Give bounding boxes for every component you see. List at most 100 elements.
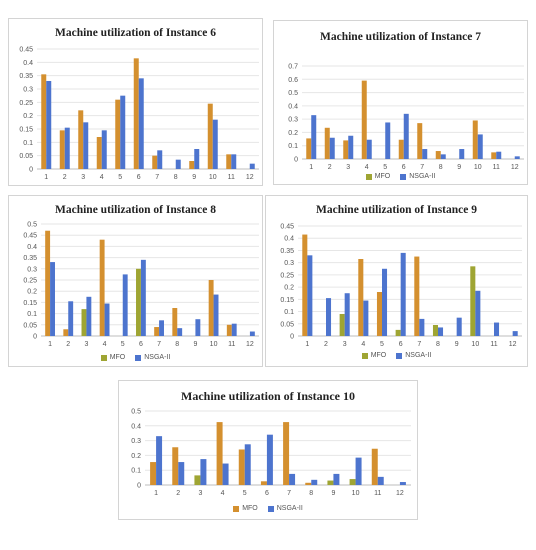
bar-nsga-ii [175,159,181,169]
bar-mfo [154,327,160,336]
bar-nsga-ii [333,473,340,485]
x-tick-label: 12 [511,164,519,171]
bar-nsga-ii [496,151,502,159]
x-tick-label: 12 [246,174,254,181]
bar-nsga-ii [440,154,446,159]
bar-mfo [491,152,497,159]
bar-nsga-ii [249,163,255,169]
bar-mfo [99,239,105,336]
bar-nsga-ii [222,463,229,485]
bar-mfo [398,139,404,159]
legend-label: NSGA-II [409,173,436,180]
chart-plot: 00.050.10.150.20.250.30.350.40.450.51 2 3 4… [23,222,259,348]
y-tick-label: 0.3 [284,260,294,267]
bar-mfo [349,479,356,485]
x-tick-label: 11 [493,164,500,171]
x-tick-label: 10 [352,490,360,497]
x-tick-label: 9 [193,341,197,348]
legend-swatch-mfo [100,354,107,361]
bar-nsga-ii [101,130,107,169]
bar-mfo [136,268,141,336]
chart-plot: 00.10.20.30.40.50.60.71 2 3 4 5 6 7 8 9 10 11 12 [288,64,524,171]
legend-item-nsga: NSGA-II [396,352,431,359]
y-tick-label: 0.35 [23,255,37,262]
x-tick-label: 6 [137,174,141,181]
bar-mfo [63,329,69,336]
x-tick-label: 5 [380,341,384,348]
x-tick-label: 10 [210,341,218,348]
x-tick-label: 9 [331,490,335,497]
y-tick-label: 0.2 [27,289,37,296]
chart-title: Machine utilization of Instance 8 [55,204,216,216]
legend-swatch-mfo [365,173,372,180]
bar-mfo [172,308,178,336]
chart-title: Machine utilization of Instance 10 [181,389,355,403]
bar-mfo [152,155,158,169]
bar-nsga-ii [231,323,237,336]
x-tick-label: 1 [309,164,313,171]
chart-legend: MFO NSGA-II [9,354,262,361]
bar-mfo [327,480,334,485]
bar-mfo [194,475,201,485]
x-tick-label: 6 [399,341,403,348]
bar-nsga-ii [68,301,74,336]
bar-nsga-ii [83,122,89,169]
bar-mfo [435,151,441,159]
x-tick-label: 4 [221,490,225,497]
y-tick-label: 0.25 [23,278,37,285]
bar-mfo [395,329,401,336]
x-tick-label: 4 [361,341,365,348]
y-tick-label: 0.25 [280,272,294,279]
chart-plot: 00.050.10.150.20.250.30.350.40.451 2 3 4 5 6 7… [280,224,522,348]
bar-nsga-ii [249,331,255,336]
x-tick-label: 12 [509,341,517,348]
bar-nsga-ii [400,252,406,336]
bar-nsga-ii [329,137,335,159]
bar-mfo [472,120,478,159]
bar-mfo [432,325,438,336]
bar-mfo [216,422,223,485]
bar-nsga-ii [307,255,313,336]
bar-mfo [207,103,213,169]
x-tick-label: 11 [374,490,381,497]
y-tick-label: 0.5 [131,409,141,416]
x-tick-label: 6 [265,490,269,497]
bar-nsga-ii [363,300,369,336]
x-tick-label: 9 [192,174,196,181]
legend-swatch-nsga [400,173,407,180]
bar-nsga-ii [231,154,237,169]
y-tick-label: 0.35 [19,73,33,80]
y-tick-label: 0.3 [27,266,37,273]
y-tick-label: 0.05 [19,153,33,160]
x-tick-label: 2 [66,341,70,348]
bar-mfo [133,58,139,170]
bar-nsga-ii [156,436,163,485]
y-tick-label: 0.1 [27,311,37,318]
legend-item-nsga: NSGA-II [267,505,303,512]
y-tick-label: 0 [294,157,298,164]
x-tick-label: 3 [81,174,85,181]
x-tick-label: 3 [343,341,347,348]
bar-nsga-ii [477,134,483,159]
bar-nsga-ii [244,444,251,485]
x-tick-label: 1 [305,341,309,348]
bar-nsga-ii [213,294,219,336]
bar-mfo [414,256,420,336]
bar-nsga-ii [159,320,164,336]
chart-panel-instance-8: Machine utilization of Instance 8 0 0.05 0… [8,195,263,367]
x-tick-label: 1 [48,341,52,348]
chart-legend: MFO NSGA-II [266,352,527,359]
bar-nsga-ii [438,327,444,336]
x-tick-label: 10 [474,164,482,171]
bar-mfo [238,449,245,485]
bar-nsga-ii [120,95,126,169]
x-tick-label: 3 [198,490,202,497]
x-tick-label: 7 [417,341,421,348]
y-tick-label: 0.5 [288,90,298,97]
legend-label: MFO [374,173,391,180]
chart-title: Machine utilization of Instance 7 [320,31,481,43]
chart-plot: 00.050.10.150.20.250.30.350.40.451 2 3 4 5 6 7… [19,47,259,181]
bar-nsga-ii [514,156,520,159]
legend-swatch-nsga [135,354,142,361]
x-tick-label: 11 [228,174,235,181]
